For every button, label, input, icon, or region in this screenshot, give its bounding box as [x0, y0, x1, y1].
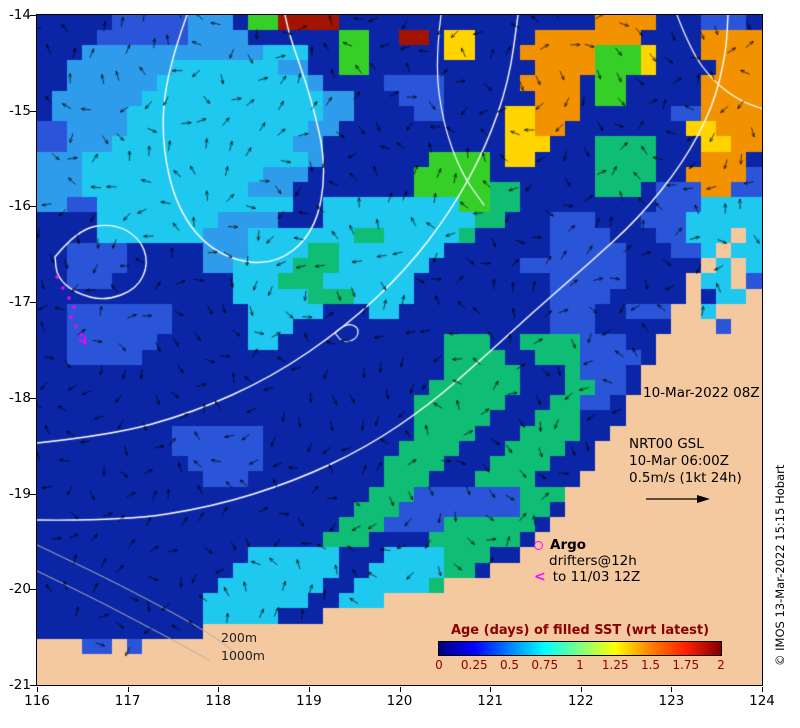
drifters-label: drifters@12h — [549, 553, 637, 569]
y-tick-mark — [30, 397, 36, 399]
gsl-scale-label: 0.5m/s (1kt 24h) — [629, 470, 742, 486]
y-tick-mark — [30, 206, 36, 208]
x-tick-mark — [490, 687, 492, 692]
y-tick-label: -17 — [8, 294, 31, 311]
x-tick-mark — [127, 687, 129, 692]
y-tick-label: -16 — [8, 198, 31, 215]
copyright-text: © IMOS 13-Mar-2022 15:15 Hobart — [773, 464, 787, 666]
x-tick-mark — [399, 687, 401, 692]
datetime-annotation: 10-Mar-2022 08Z — [643, 385, 760, 401]
x-tick-label: 116 — [24, 693, 50, 709]
y-tick-label: -21 — [8, 676, 31, 693]
x-tick-label: 119 — [295, 693, 322, 709]
colorbar-tick-label: 1.5 — [640, 658, 661, 672]
x-tick-mark — [671, 687, 673, 692]
colorbar-gradient — [438, 641, 722, 656]
colorbar-tick-label: 1.25 — [601, 658, 629, 672]
gsl-annotation: NRT00 GSL 10-Mar 06:00Z 0.5m/s (1kt 24h) — [629, 436, 742, 487]
x-tick-label: 124 — [749, 693, 775, 709]
x-tick-label: 122 — [567, 693, 594, 709]
y-tick-label: -14 — [8, 7, 31, 23]
y-tick-label: -15 — [8, 102, 31, 119]
isobath-200m-label: 200m — [221, 630, 258, 645]
colorbar-tick-label: 0.5 — [499, 658, 520, 672]
gsl-model-label: NRT00 GSL — [629, 436, 704, 452]
colorbar-tick-label: 0.75 — [531, 658, 559, 672]
x-tick-label: 121 — [477, 693, 504, 709]
y-tick-mark — [30, 15, 36, 16]
x-tick-mark — [308, 687, 310, 692]
argo-marker-icon — [534, 540, 543, 550]
drifter-arrow-icon: < — [534, 569, 546, 585]
y-tick-label: -19 — [8, 485, 31, 502]
argo-drifter-legend: Argo drifters@12h < to 11/03 12Z — [534, 537, 640, 585]
colorbar-tick-label: 0 — [435, 658, 443, 672]
y-tick-label: -18 — [8, 389, 31, 406]
x-tick-label: 117 — [114, 693, 141, 709]
x-tick-mark — [580, 687, 582, 692]
colorbar-tick-label: 2 — [717, 658, 725, 672]
y-tick-mark — [30, 684, 36, 686]
y-tick-label: -20 — [8, 581, 31, 598]
sst-map-canvas — [37, 15, 762, 685]
velocity-scale-arrow-icon — [646, 495, 710, 503]
colorbar-tick-label: 0.25 — [460, 658, 488, 672]
isobath-1000m-label: 1000m — [221, 648, 265, 663]
gsl-time-label: 10-Mar 06:00Z — [629, 453, 729, 469]
x-tick-mark — [37, 687, 38, 692]
y-tick-mark — [30, 302, 36, 304]
x-tick-label: 120 — [386, 693, 413, 709]
x-tick-mark — [762, 687, 763, 692]
x-tick-mark — [218, 687, 220, 692]
argo-label: Argo — [550, 537, 587, 553]
x-tick-label: 118 — [205, 693, 232, 709]
drifters-until-label: to 11/03 12Z — [552, 569, 641, 585]
y-tick-mark — [30, 589, 36, 591]
colorbar-tick-label: 1.75 — [672, 658, 700, 672]
x-tick-label: 123 — [658, 693, 685, 709]
colorbar-tick-labels: 0 0.25 0.5 0.75 1 1.25 1.5 1.75 2 — [435, 656, 725, 672]
y-tick-mark — [30, 493, 36, 495]
colorbar-title: Age (days) of filled SST (wrt latest) — [450, 623, 710, 638]
colorbar-tick-label: 1 — [576, 658, 584, 672]
y-tick-mark — [30, 110, 36, 112]
